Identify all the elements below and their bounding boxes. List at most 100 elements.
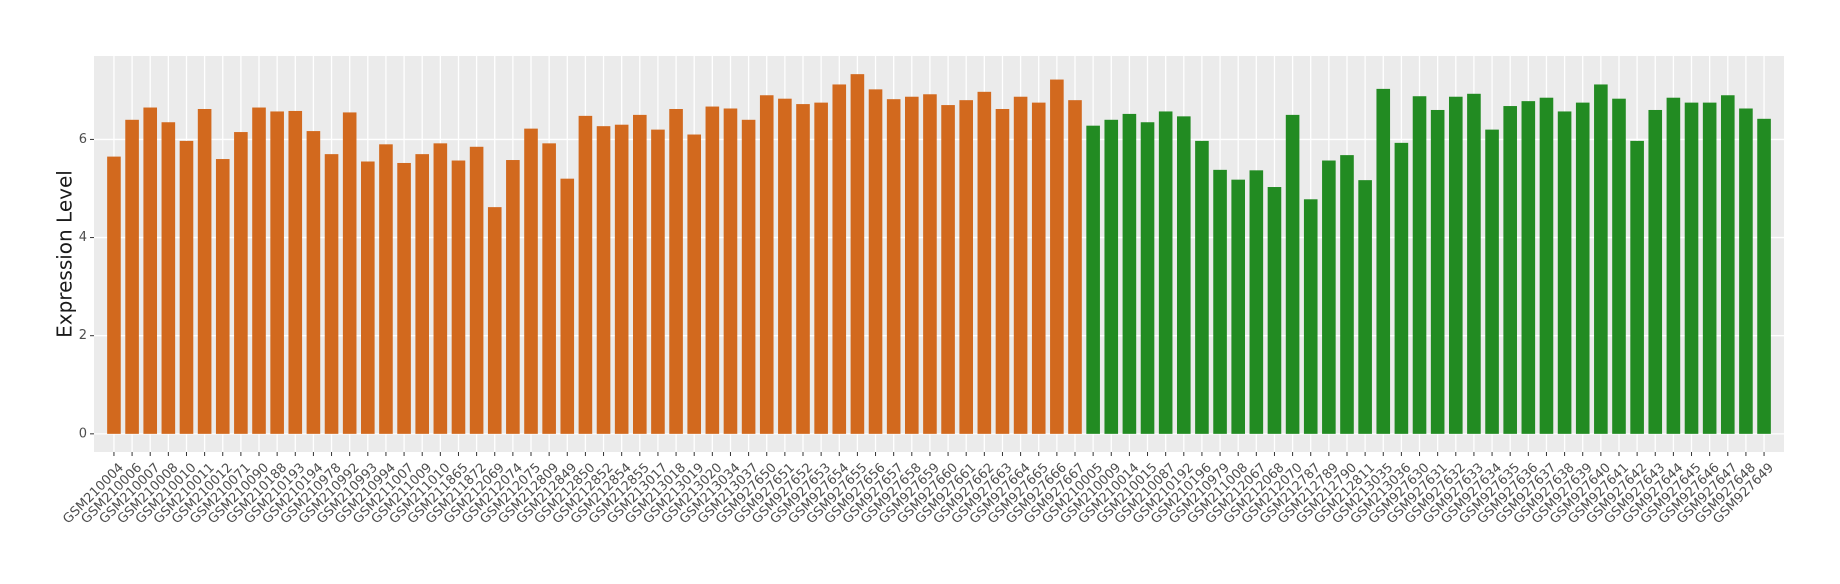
bar	[524, 128, 538, 434]
bar	[1539, 97, 1554, 434]
bar	[1448, 96, 1463, 434]
bar	[941, 105, 955, 434]
bar	[415, 154, 430, 434]
bar	[1521, 101, 1536, 434]
bar	[796, 104, 810, 434]
bar	[1358, 180, 1372, 434]
bar	[995, 108, 1010, 434]
bar	[633, 114, 647, 434]
bar	[1140, 122, 1155, 434]
bar	[814, 102, 828, 434]
bar	[560, 178, 575, 434]
bar	[1213, 169, 1227, 434]
bar	[959, 100, 973, 434]
bar	[1757, 118, 1771, 434]
bar	[723, 108, 738, 434]
bar	[1630, 140, 1644, 434]
bar	[1068, 100, 1082, 434]
bar	[1303, 199, 1318, 434]
bar	[741, 119, 756, 434]
bar	[1575, 102, 1590, 434]
bar	[1267, 187, 1282, 434]
bar	[1612, 98, 1626, 434]
bar	[542, 143, 556, 434]
bar	[143, 107, 158, 434]
bar	[1285, 114, 1300, 434]
bar	[487, 207, 502, 434]
bar	[506, 160, 520, 434]
bar	[179, 140, 194, 434]
bar	[596, 126, 611, 434]
bar	[1158, 111, 1173, 434]
bar	[669, 108, 683, 434]
bar	[361, 161, 375, 434]
bar	[125, 119, 139, 434]
bar	[451, 160, 466, 434]
bar	[1430, 109, 1445, 434]
bar	[1013, 96, 1028, 434]
bar	[379, 144, 393, 434]
bar	[923, 94, 937, 434]
bar	[1249, 170, 1264, 434]
bar	[832, 84, 847, 434]
bar	[1702, 102, 1717, 434]
bar	[1122, 113, 1137, 434]
bar	[886, 99, 901, 434]
bar	[905, 96, 919, 434]
y-tick-label: 2	[79, 328, 87, 343]
y-tick-label: 0	[79, 426, 87, 441]
bar	[1340, 155, 1354, 434]
bar	[1684, 102, 1699, 434]
bar	[977, 91, 992, 434]
bar	[270, 111, 284, 434]
bar	[1104, 119, 1119, 434]
bar	[1648, 109, 1663, 434]
plot-background	[94, 56, 1784, 452]
bar	[1195, 140, 1209, 434]
bar	[1739, 108, 1753, 434]
bar	[1503, 106, 1517, 434]
bar	[1666, 97, 1681, 434]
bar	[1467, 93, 1481, 434]
bar	[850, 74, 865, 434]
y-tick-label: 4	[79, 230, 87, 245]
bar	[1394, 142, 1409, 434]
bar	[234, 132, 248, 434]
bar	[1376, 88, 1391, 434]
bar	[578, 115, 593, 434]
bar	[252, 107, 266, 434]
bar	[651, 129, 665, 434]
bar	[759, 95, 774, 434]
bar	[1720, 95, 1735, 434]
bar	[342, 112, 357, 434]
y-axis-title: Expression Level	[53, 170, 77, 338]
bar	[1594, 84, 1608, 434]
bar	[161, 122, 176, 434]
bar	[1322, 160, 1336, 434]
bar	[1086, 125, 1100, 434]
bar	[1557, 111, 1572, 434]
bar	[397, 162, 411, 434]
bar	[687, 134, 702, 434]
bar	[433, 143, 448, 434]
bar	[1031, 102, 1046, 434]
bar	[288, 110, 303, 434]
y-tick-label: 6	[79, 132, 87, 147]
bar	[306, 131, 321, 434]
bar	[1176, 116, 1191, 434]
bar	[469, 146, 484, 434]
bar	[197, 108, 212, 434]
bar	[107, 156, 121, 434]
bar	[324, 154, 339, 434]
bar	[868, 89, 883, 434]
bar	[1231, 179, 1245, 434]
bar	[705, 106, 720, 434]
bar	[1485, 129, 1499, 434]
bar	[215, 159, 230, 434]
bar	[1412, 96, 1427, 434]
bar	[1050, 79, 1064, 434]
bar	[614, 124, 629, 434]
bar	[778, 98, 792, 434]
